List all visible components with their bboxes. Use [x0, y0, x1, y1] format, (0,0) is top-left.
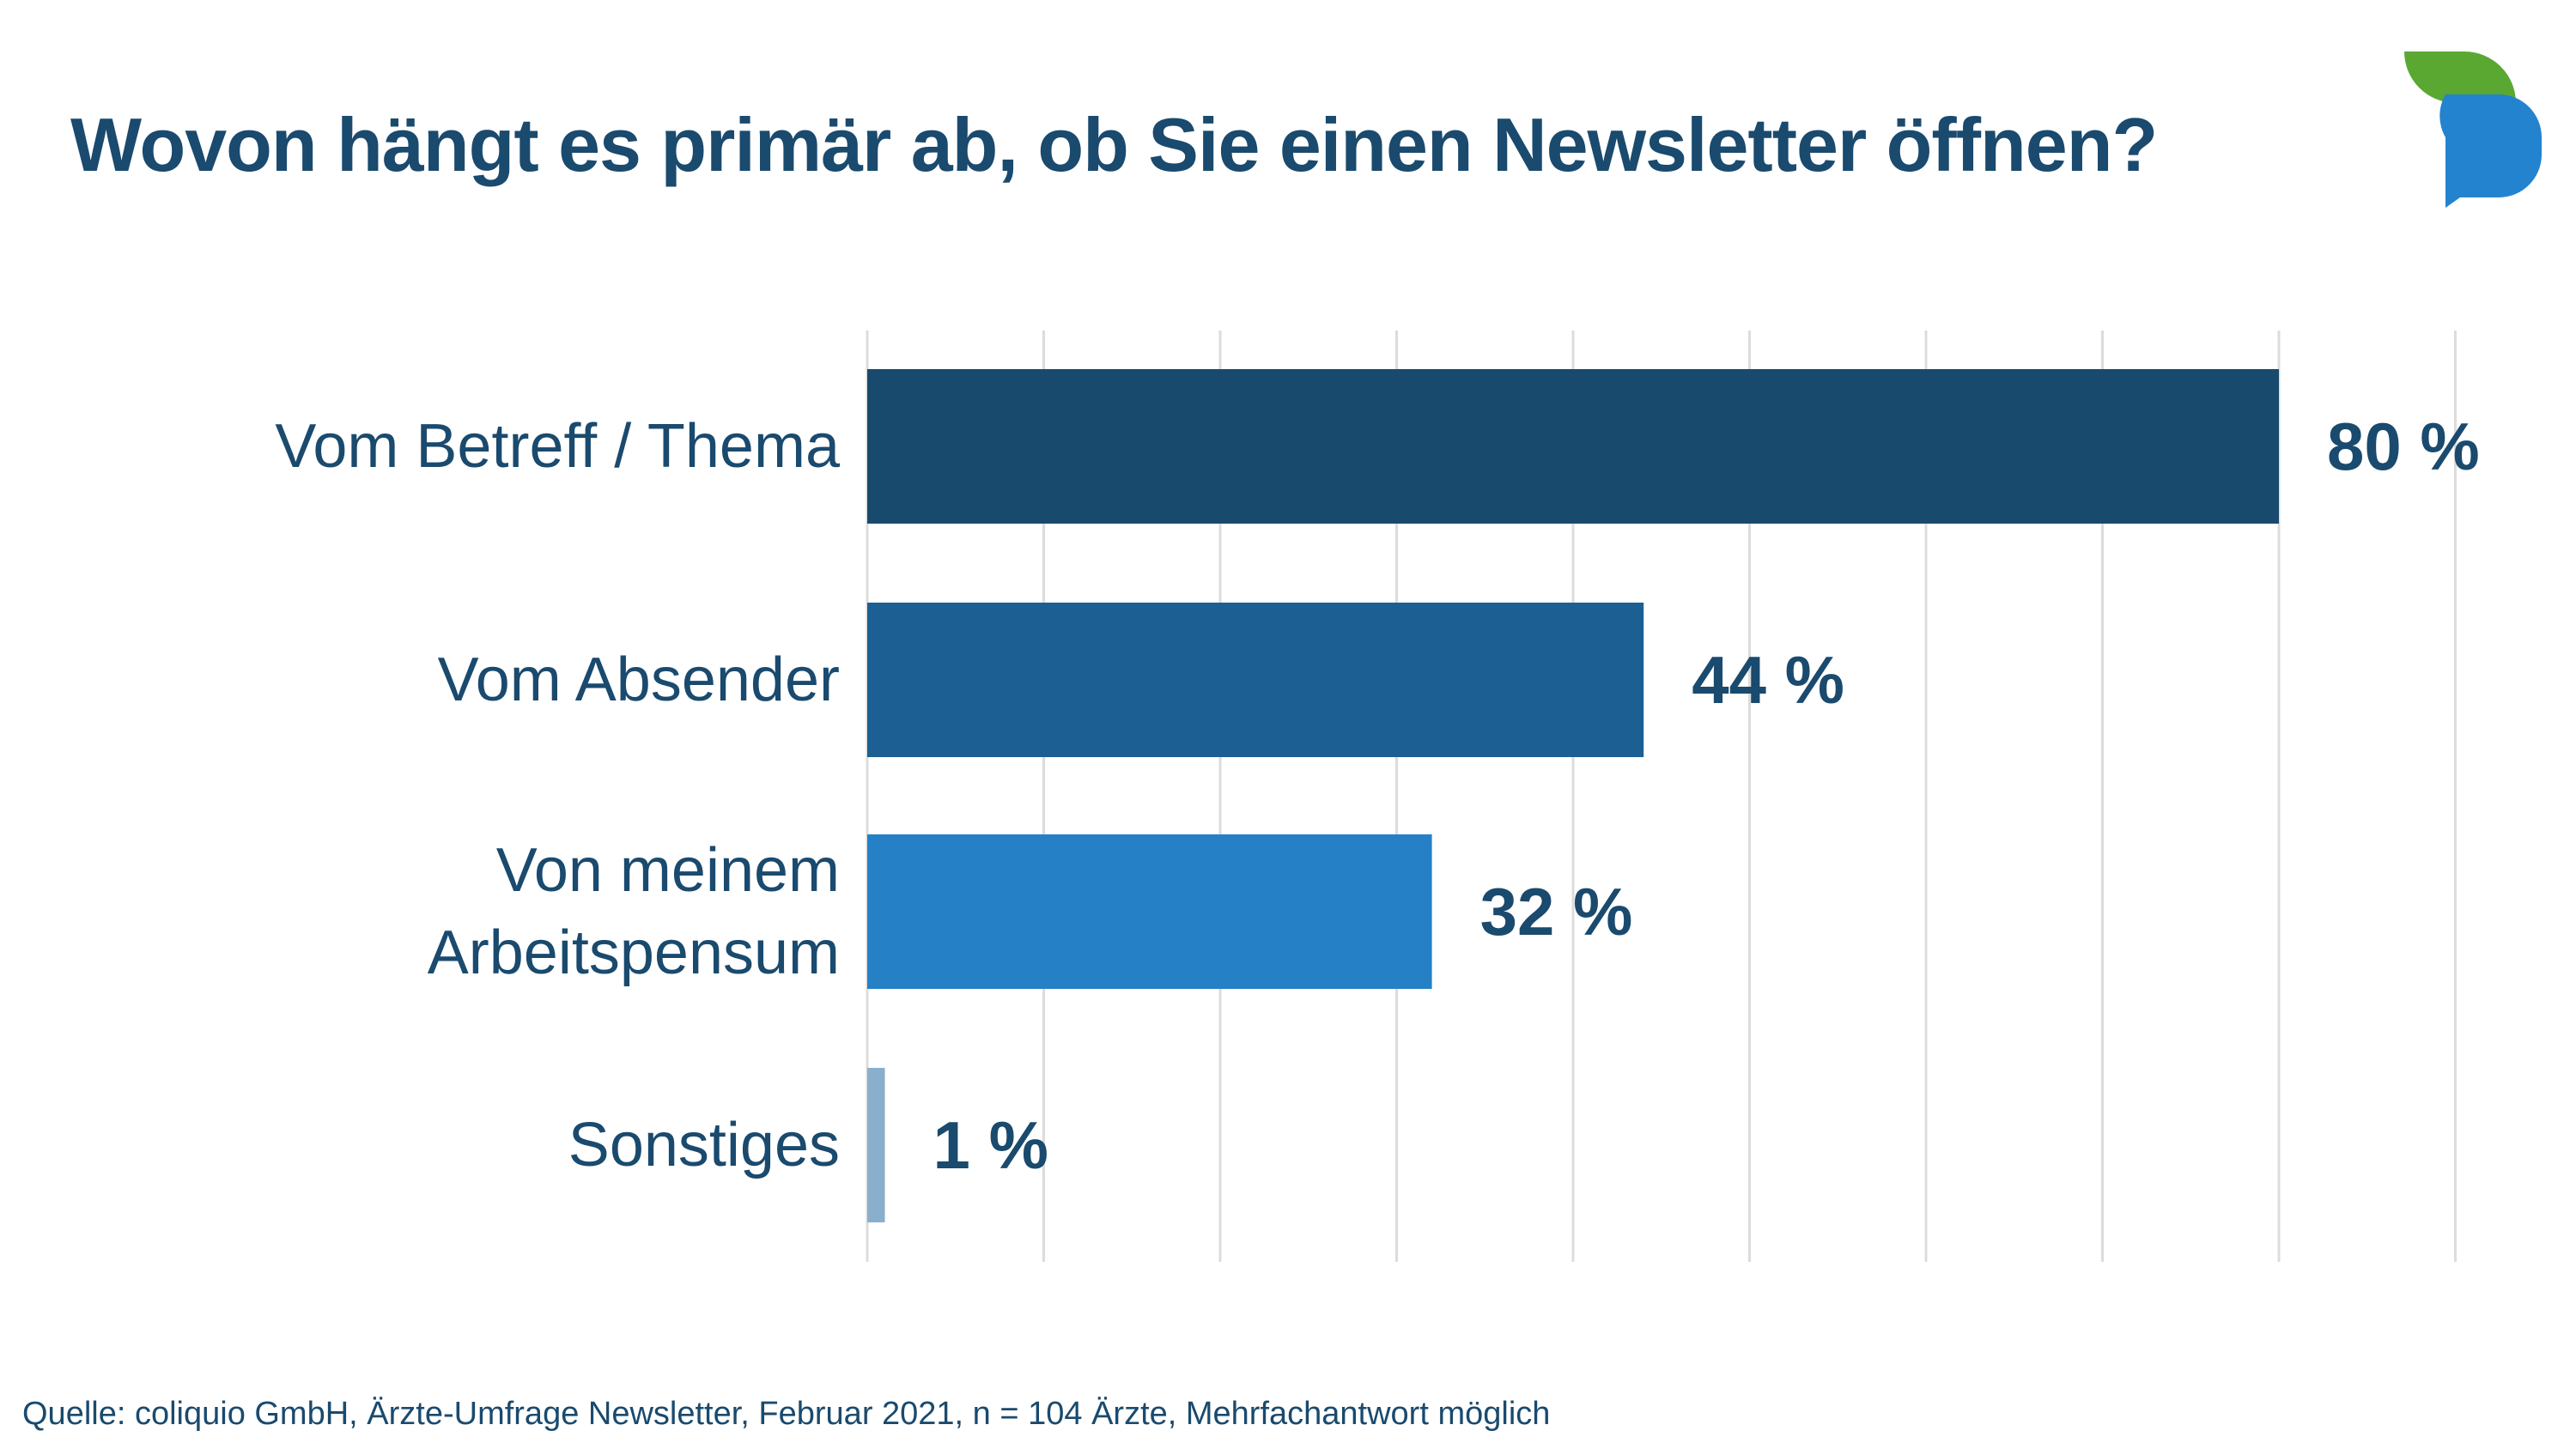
category-label-line: Vom Betreff / Thema [275, 412, 841, 481]
chart-title: Wovon hängt es primär ab, ob Sie einen N… [70, 102, 2158, 187]
category-label-line: Arbeitspensum [428, 919, 840, 987]
value-label: 1 % [933, 1107, 1048, 1183]
source-footnote: Quelle: coliquio GmbH, Ärzte-Umfrage New… [22, 1396, 1551, 1432]
bar [867, 1068, 885, 1222]
bar [867, 369, 2279, 524]
category-label-line: Von meinem [496, 836, 840, 905]
chart-bars [867, 369, 2279, 1222]
logo-green-bubble [2404, 52, 2516, 103]
value-label: 44 % [1692, 642, 1844, 718]
category-label: Von meinem Arbeitspensum [428, 836, 840, 987]
logo-blue-bubble [2439, 94, 2542, 208]
value-labels: 80 % 44 % 32 % 1 % [933, 409, 2480, 1183]
category-label: Sonstiges [568, 1111, 840, 1179]
value-label: 80 % [2327, 409, 2480, 484]
category-label: Vom Absender [438, 646, 840, 714]
value-label: 32 % [1480, 874, 1633, 949]
category-label-line: Vom Absender [438, 646, 840, 714]
bar [867, 603, 1644, 757]
bar [867, 834, 1432, 989]
category-label: Vom Betreff / Thema [275, 412, 841, 481]
category-label-line: Sonstiges [568, 1111, 840, 1179]
category-labels: Vom Betreff / Thema Vom Absender Von meine… [275, 412, 841, 1179]
speech-bubbles-icon [2404, 52, 2542, 208]
